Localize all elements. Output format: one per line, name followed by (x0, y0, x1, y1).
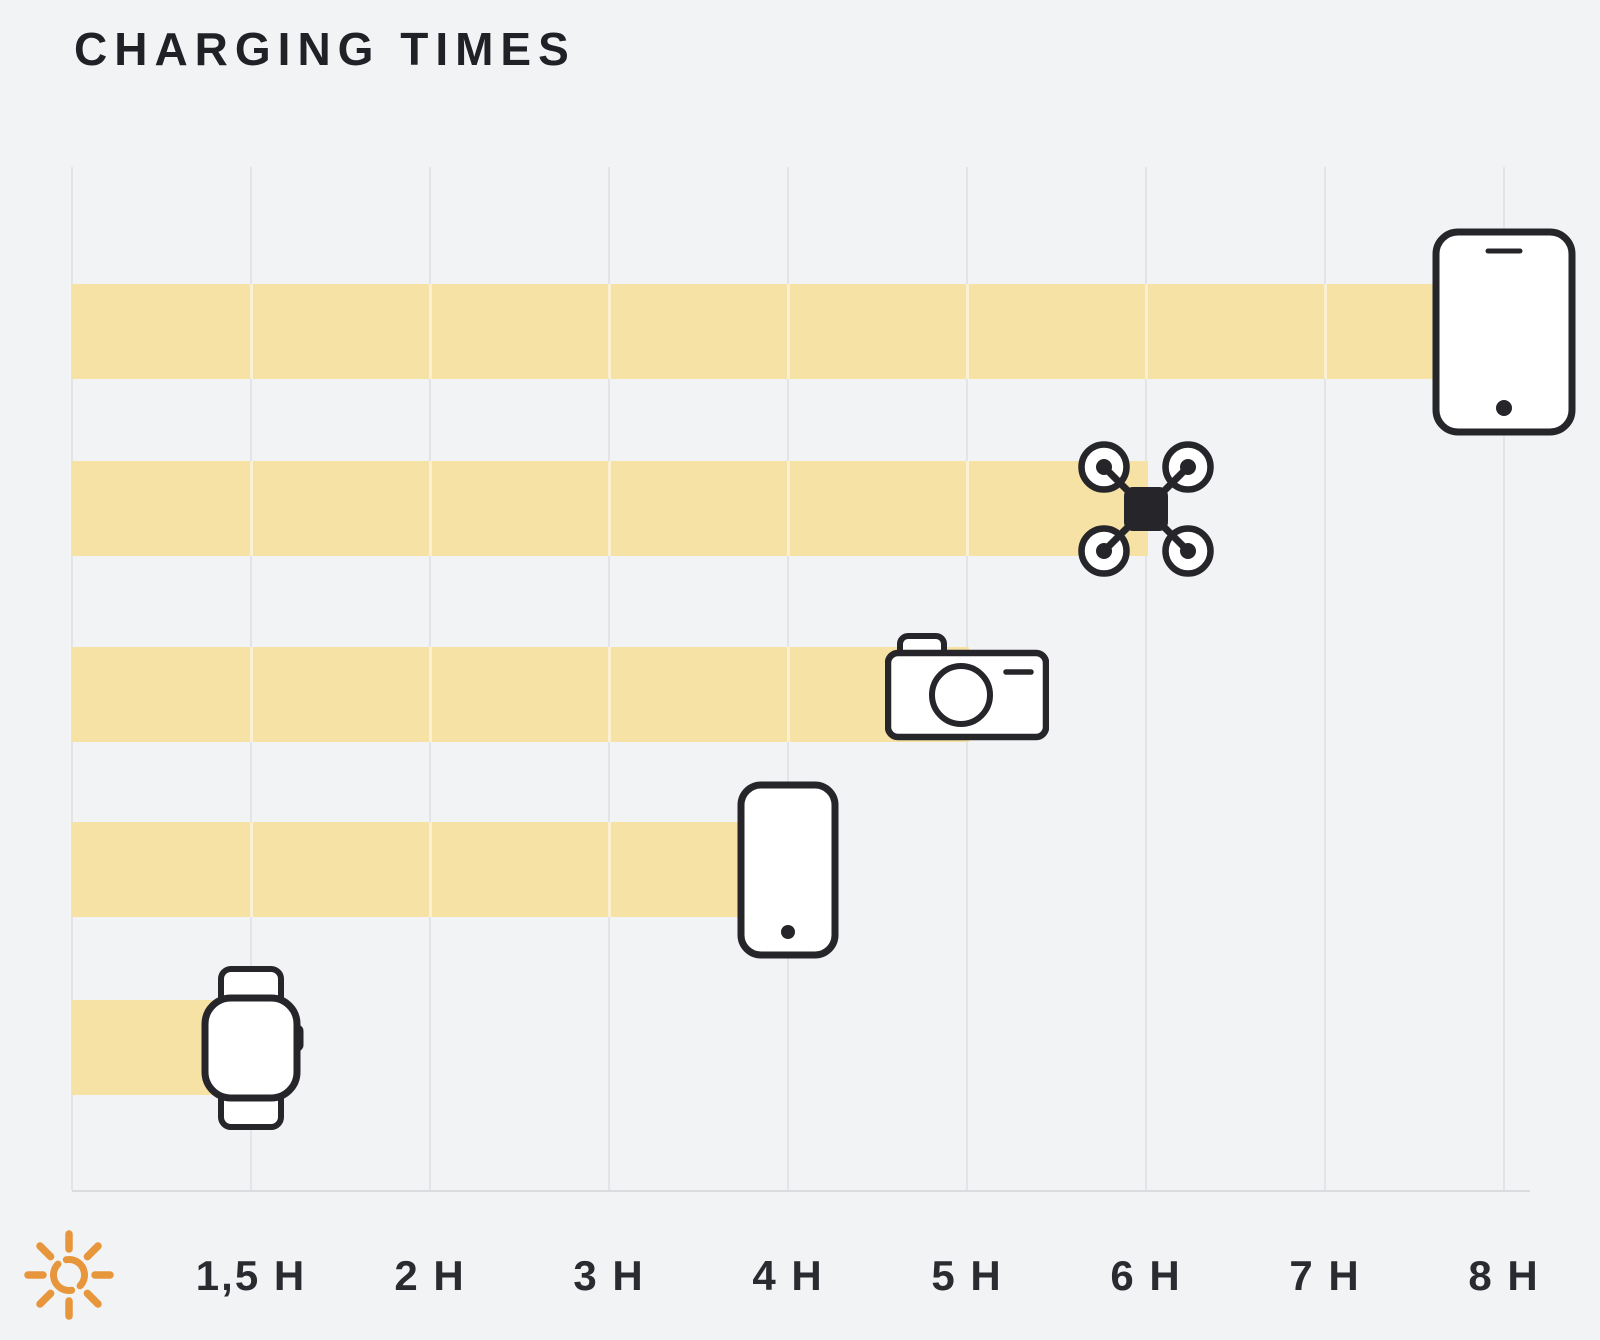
gridline-overlay (608, 647, 611, 742)
gridline-overlay (787, 461, 790, 556)
sun-icon (19, 1225, 119, 1325)
axis-tick-label: 4 H (752, 1252, 824, 1299)
gridline-overlay (429, 647, 432, 742)
gridline-overlay (250, 461, 253, 556)
bar-smartphone (72, 822, 790, 917)
gridline-overlay (1324, 284, 1327, 379)
gridline-overlay (429, 284, 432, 379)
tablet-icon (1432, 228, 1576, 436)
bar-drone (72, 461, 1148, 556)
axis-tick-label: 1,5 H (195, 1252, 307, 1299)
gridline-overlay (966, 461, 969, 556)
axis-tick-label: 3 H (573, 1252, 645, 1299)
gridline-overlay (966, 284, 969, 379)
gridline (1145, 167, 1147, 1190)
gridline-overlay (429, 461, 432, 556)
gridline-overlay (608, 284, 611, 379)
bar-camera (72, 647, 969, 742)
axis-tick-label: 5 H (931, 1252, 1003, 1299)
gridline (1324, 167, 1326, 1190)
axis-tick-label: 6 H (1110, 1252, 1182, 1299)
chart-title: CHARGING TIMES (74, 23, 576, 75)
axis-tick-label: 7 H (1289, 1252, 1361, 1299)
axis-tick-label: 2 H (394, 1252, 466, 1299)
drone-icon (1076, 439, 1216, 579)
gridline-overlay (250, 647, 253, 742)
smartwatch-icon (198, 965, 304, 1131)
x-axis-line (72, 1190, 1530, 1192)
gridline-overlay (429, 822, 432, 917)
gridline-overlay (787, 284, 790, 379)
camera-icon (884, 632, 1050, 741)
gridline-overlay (1145, 284, 1148, 379)
gridline (1503, 167, 1505, 1190)
gridline-overlay (787, 647, 790, 742)
axis-tick-label: 8 H (1468, 1252, 1540, 1299)
gridline-overlay (608, 461, 611, 556)
gridline-overlay (608, 822, 611, 917)
gridline-overlay (250, 284, 253, 379)
smartphone-icon (737, 781, 839, 959)
gridline-overlay (250, 822, 253, 917)
bar-tablet (72, 284, 1506, 379)
